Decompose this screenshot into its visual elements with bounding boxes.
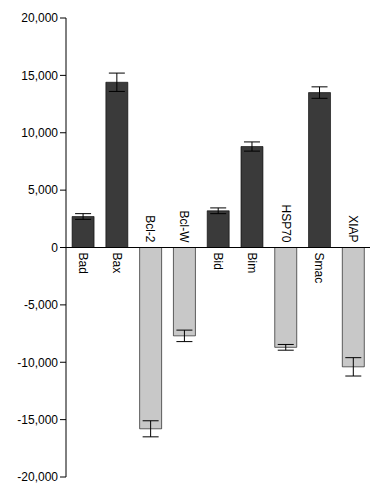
svg-text:XIAP: XIAP (346, 215, 360, 242)
svg-text:Bad: Bad (76, 253, 90, 274)
svg-text:HSP70: HSP70 (279, 204, 293, 242)
svg-text:Bax: Bax (110, 253, 124, 274)
svg-text:20,000: 20,000 (21, 11, 58, 25)
svg-text:Smac: Smac (312, 253, 326, 284)
svg-text:-15,000: -15,000 (17, 413, 58, 427)
svg-text:5,000: 5,000 (28, 183, 58, 197)
svg-text:Bim: Bim (245, 253, 259, 274)
svg-text:-10,000: -10,000 (17, 356, 58, 370)
svg-text:Bcl-2: Bcl-2 (143, 215, 157, 243)
svg-text:-5,000: -5,000 (24, 298, 58, 312)
svg-text:10,000: 10,000 (21, 126, 58, 140)
svg-text:-20,000: -20,000 (17, 470, 58, 484)
svg-text:15,000: 15,000 (21, 69, 58, 83)
svg-text:Bcl-W: Bcl-W (177, 211, 191, 244)
svg-text:Bid: Bid (211, 253, 225, 270)
svg-text:0: 0 (51, 241, 58, 255)
